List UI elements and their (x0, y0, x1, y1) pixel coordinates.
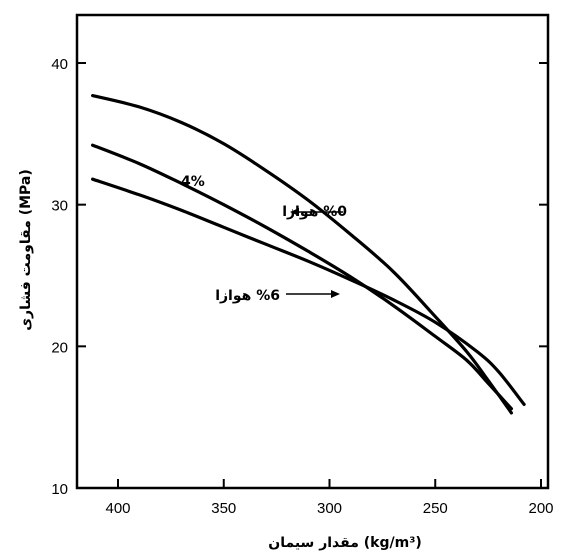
x-tick-label-300: 300 (317, 500, 342, 517)
y-tick-label-10: 10 (51, 481, 68, 498)
annotations: %0 هوازا 4% %6 هوازا (181, 174, 347, 304)
ticks: 400 350 300 250 200 10 20 30 40 (51, 56, 553, 517)
x-tick-label-200: 200 (528, 500, 553, 517)
y-axis-label: مقاومت فشاری (MPa) (18, 169, 34, 331)
plot-frame (75, 13, 550, 490)
arrow-6-percent-air-head (331, 290, 340, 298)
annotation-6-percent-air: %6 هوازا (215, 288, 280, 304)
series-line-1 (91, 143, 513, 411)
series-line-0 (91, 94, 513, 415)
series-line-2 (91, 177, 526, 406)
y-tick-label-30: 30 (51, 198, 68, 215)
x-tick-label-350: 350 (211, 500, 236, 517)
y-tick-label-20: 20 (51, 339, 68, 356)
x-axis-label: مقدار سیمان (kg/m³) (268, 535, 421, 551)
curves (91, 94, 526, 415)
x-tick-label-400: 400 (105, 500, 130, 517)
y-tick-label-40: 40 (51, 56, 68, 73)
x-tick-label-250: 250 (423, 500, 448, 517)
arrow-0-percent-air-head (290, 208, 299, 216)
annotation-4-percent: 4% (181, 174, 205, 190)
